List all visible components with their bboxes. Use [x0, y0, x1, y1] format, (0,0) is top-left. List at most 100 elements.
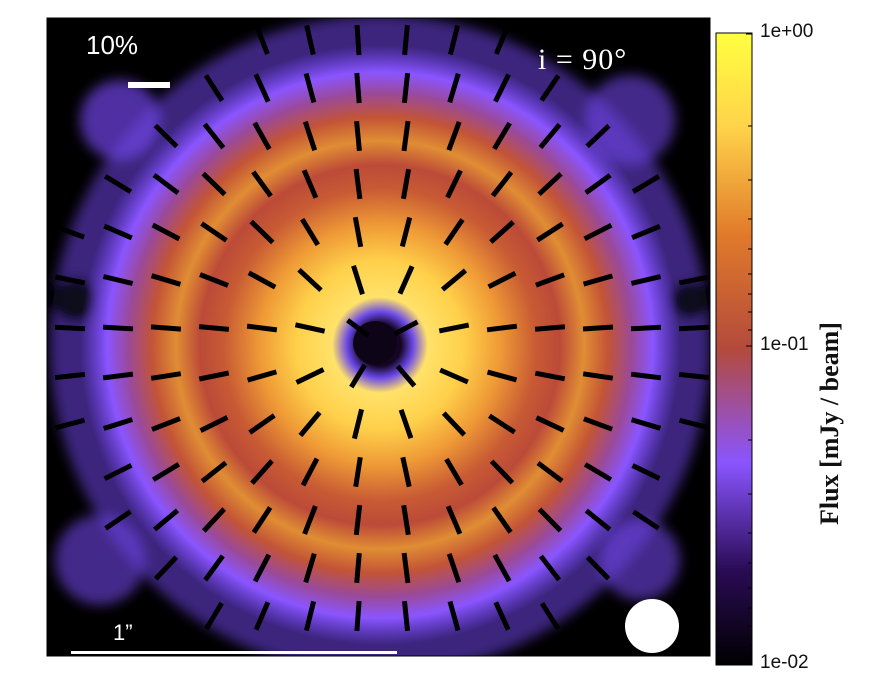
polarization-vector	[102, 274, 134, 286]
polarization-vector	[351, 264, 365, 296]
intensity-map	[47, 18, 710, 656]
polarization-vector	[535, 415, 565, 433]
polarization-vector	[254, 25, 270, 55]
polarization-vector	[584, 173, 612, 195]
polarization-vector	[630, 324, 662, 332]
polarization-vector	[294, 322, 326, 334]
polarization-vector	[300, 457, 320, 487]
polarization-vector	[583, 462, 613, 482]
polarization-vector	[246, 323, 278, 333]
polarization-vector	[354, 72, 362, 104]
polarization-vector	[439, 367, 469, 385]
polarization-vector	[204, 601, 224, 631]
polarization-vector	[103, 463, 133, 481]
polarization-vector	[295, 367, 325, 385]
inclination-label: i = 90°	[538, 43, 628, 76]
beam-ellipse	[625, 599, 679, 653]
polarization-vector	[493, 601, 511, 631]
polarization-vector	[487, 270, 517, 290]
polarization-vector	[150, 273, 182, 287]
polarization-vector	[631, 463, 661, 481]
polarization-vector	[678, 274, 710, 286]
colorbar-ticks	[746, 33, 752, 665]
polarization-vector	[537, 507, 563, 533]
polarization-vector	[631, 223, 661, 241]
polarization-vector	[486, 323, 518, 333]
polarization-vector	[200, 460, 228, 484]
polarization-vector	[252, 121, 272, 151]
polarization-vector	[393, 319, 419, 337]
polarization-vector	[303, 552, 317, 584]
polarization-vector	[401, 504, 411, 536]
polarization-vector	[353, 168, 363, 200]
polarization-vector	[630, 417, 662, 431]
polarization-vector	[200, 221, 228, 243]
polarization-vector	[302, 505, 318, 535]
polarization-vector	[198, 324, 230, 332]
polarization-vector	[489, 459, 515, 485]
polarization-vector	[445, 169, 463, 199]
polarization-vector	[582, 324, 614, 332]
polarization-vector	[248, 413, 276, 435]
polarization-vector	[54, 324, 86, 332]
polarization-vector	[397, 265, 415, 295]
polarization-vector	[486, 369, 518, 383]
polarization-vector	[534, 324, 566, 332]
polarization-vector	[630, 274, 662, 286]
polarization-vector	[300, 217, 320, 247]
polarization-vector	[678, 371, 710, 381]
polarization-vector	[444, 457, 464, 487]
polarization-vector	[535, 272, 565, 288]
polarization-vector	[151, 222, 181, 242]
polarization-vector	[493, 25, 511, 55]
polarization-vector	[488, 413, 516, 435]
colorbar-tick-label-top: 1e+00	[760, 21, 814, 42]
polarization-vector	[401, 120, 411, 152]
polarization-vector	[152, 173, 180, 195]
polarization-vector	[301, 169, 319, 199]
polarization-vector	[153, 123, 179, 149]
polarization-scale-label: 10%	[86, 30, 139, 60]
polarization-vector	[353, 504, 363, 536]
polarization-vector	[253, 601, 271, 631]
polarization-vector	[251, 506, 273, 534]
polarization-vector	[252, 553, 272, 583]
angular-scale-label: 1”	[113, 620, 133, 645]
polarization-vector	[400, 456, 412, 488]
polarization-vector	[440, 268, 468, 292]
polarization-vector	[400, 168, 412, 200]
polarization-vector	[585, 123, 611, 149]
polarization-vector	[398, 408, 414, 440]
polarization-vector	[152, 508, 180, 532]
polarization-vector	[199, 272, 229, 288]
polarization-vector	[150, 324, 182, 332]
polarization-vector	[445, 505, 463, 535]
polarization-vector	[151, 462, 181, 482]
polarization-vector	[354, 552, 362, 584]
polarization-vector	[539, 74, 561, 102]
polarization-vector	[351, 408, 365, 440]
polarization-vector	[447, 600, 461, 632]
polarization-vector	[55, 224, 85, 240]
polarization-vector	[490, 170, 514, 198]
polarization-vector	[54, 274, 86, 286]
polarization-vector	[104, 509, 132, 531]
polarization-vector	[395, 364, 417, 388]
polarization-vector	[54, 417, 86, 431]
polarization-vector	[443, 218, 465, 246]
map-frame	[46, 17, 711, 657]
polarization-vector	[401, 552, 411, 584]
polarization-vector	[54, 371, 86, 381]
polarization-vector	[354, 600, 362, 632]
polarization-vector	[536, 461, 564, 483]
polarization-vector	[446, 552, 462, 584]
polarization-vector	[103, 223, 133, 241]
polarization-vector	[349, 363, 367, 389]
polarization-vector	[354, 120, 362, 152]
polarization-vector	[446, 121, 462, 151]
polarization-vector	[538, 122, 562, 150]
polarization-vector	[302, 120, 318, 152]
polarization-vector	[582, 371, 614, 381]
polarization-vector	[150, 371, 182, 381]
